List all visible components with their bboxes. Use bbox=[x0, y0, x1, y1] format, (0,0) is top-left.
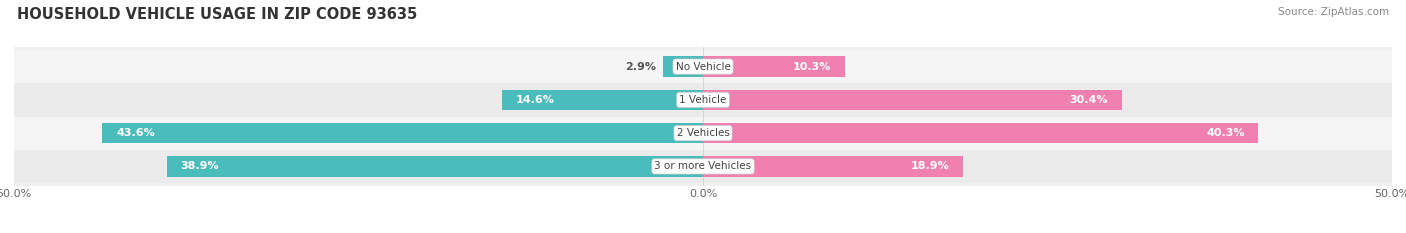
Text: 18.9%: 18.9% bbox=[911, 161, 949, 171]
Text: 40.3%: 40.3% bbox=[1206, 128, 1244, 138]
Bar bbox=[103, 123, 703, 144]
Bar bbox=[664, 56, 703, 77]
Text: 30.4%: 30.4% bbox=[1070, 95, 1108, 105]
Text: HOUSEHOLD VEHICLE USAGE IN ZIP CODE 93635: HOUSEHOLD VEHICLE USAGE IN ZIP CODE 9363… bbox=[17, 7, 418, 22]
Text: 38.9%: 38.9% bbox=[181, 161, 219, 171]
Text: 2.9%: 2.9% bbox=[626, 62, 657, 72]
Bar bbox=[703, 123, 1258, 144]
Bar bbox=[703, 89, 1122, 110]
Bar bbox=[14, 150, 1392, 183]
Bar bbox=[502, 89, 703, 110]
Bar bbox=[14, 50, 1392, 83]
Bar bbox=[703, 156, 963, 177]
Bar bbox=[167, 156, 703, 177]
Text: 2 Vehicles: 2 Vehicles bbox=[676, 128, 730, 138]
Text: Source: ZipAtlas.com: Source: ZipAtlas.com bbox=[1278, 7, 1389, 17]
Text: 10.3%: 10.3% bbox=[793, 62, 831, 72]
Text: No Vehicle: No Vehicle bbox=[675, 62, 731, 72]
Text: 43.6%: 43.6% bbox=[117, 128, 155, 138]
Bar bbox=[703, 56, 845, 77]
Bar bbox=[14, 116, 1392, 150]
Bar bbox=[14, 83, 1392, 116]
Text: 14.6%: 14.6% bbox=[516, 95, 554, 105]
Text: 3 or more Vehicles: 3 or more Vehicles bbox=[654, 161, 752, 171]
Text: 1 Vehicle: 1 Vehicle bbox=[679, 95, 727, 105]
